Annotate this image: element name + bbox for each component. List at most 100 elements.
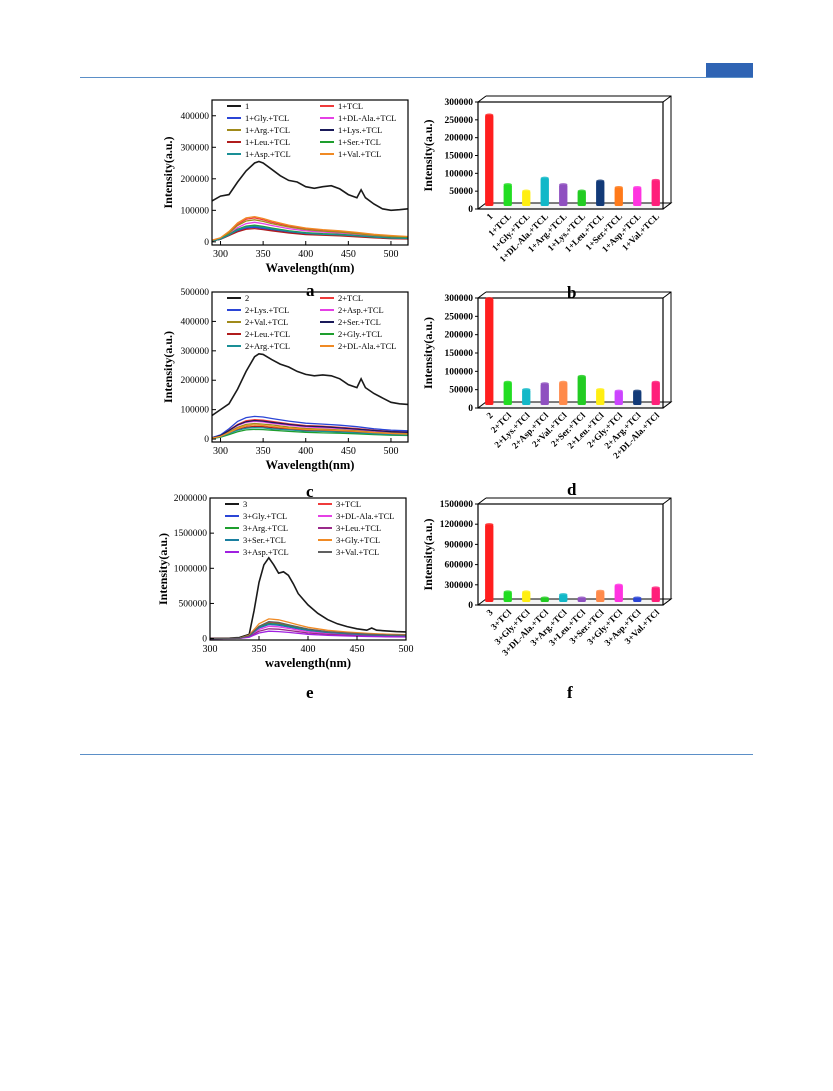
x-tick-label-3: 450: [341, 446, 356, 457]
bar-top-6: [596, 589, 605, 593]
y-tick-label-4: 200000: [445, 134, 474, 144]
bar-3: [540, 178, 549, 206]
y-tick-label-2: 200000: [181, 175, 210, 185]
bar-3: [540, 383, 549, 405]
category-label-0: 1: [484, 211, 495, 222]
y-tick-label-0: 0: [468, 404, 473, 414]
y-tick-label-5: 500000: [181, 288, 210, 298]
x-tick-label-0: 300: [213, 249, 228, 260]
series-line-8: [209, 630, 407, 640]
chart-a: 300 350 400 450 500 0 100000 200000 300000 400000…: [161, 99, 409, 275]
x-axis-label: Wavelength(nm): [266, 261, 355, 275]
bar-top-8: [633, 596, 642, 600]
legend-label-6: 3+Ser.+TCL: [243, 535, 286, 545]
bar-top-2: [522, 189, 531, 193]
bar-1: [503, 184, 512, 206]
plot-frame: [211, 291, 409, 443]
series-line-5: [211, 419, 409, 439]
bar-top-5: [577, 596, 586, 600]
y-tick-label-2: 1000000: [174, 564, 208, 574]
bar-2: [522, 591, 531, 602]
bar-top-7: [614, 389, 623, 393]
chart-c: 300 350 400 450 500 0 100000 200000 300000 400000…: [161, 288, 409, 472]
chart-f: 33+TCl3+Gly.+TCl3+DL-Ala.+TCl3+Arg.+TCl3…: [421, 497, 673, 658]
y-tick-label-6: 300000: [445, 294, 474, 304]
bar-top-5: [577, 374, 586, 378]
bar-top-8: [633, 389, 642, 393]
y-tick-label-2: 600000: [445, 561, 474, 571]
bar-9: [651, 382, 660, 405]
bar-top-3: [540, 176, 549, 180]
bar-top-2: [522, 590, 531, 594]
legend-label-9: 2+DL-Ala.+TCL: [338, 341, 396, 351]
y-tick-label-6: 300000: [445, 98, 474, 108]
legend-label-2: 1+Gly.+TCL: [245, 113, 289, 123]
plot-frame: [211, 99, 409, 246]
frame-edge-top: [477, 291, 487, 299]
legend-label-3: 3+DL-Ala.+TCL: [336, 511, 394, 521]
series-line-0: [211, 352, 409, 417]
bar-7: [614, 187, 623, 206]
y-tick-label-1: 500000: [179, 599, 208, 609]
legend-label-7: 3+Gly.+TCL: [336, 535, 380, 545]
legend-label-7: 1+Ser.+TCL: [338, 137, 381, 147]
bar-6: [596, 389, 605, 405]
category-label-0: 3: [484, 607, 495, 618]
y-axis-label: Intensity(a.u.): [161, 331, 175, 403]
frame-edge-right: [662, 497, 672, 505]
legend-label-1: 3+TCL: [336, 499, 361, 509]
legend-label-0: 3: [243, 499, 247, 509]
frame-back: [486, 95, 672, 203]
legend-label-5: 2+Ser.+TCL: [338, 317, 381, 327]
bar-5: [577, 376, 586, 405]
series-line-8: [211, 225, 409, 242]
bar-top-8: [633, 185, 642, 189]
bar-top-9: [651, 586, 660, 590]
legend-label-3: 2+Asp.+TCL: [338, 305, 384, 315]
x-tick-label-4: 500: [399, 644, 414, 655]
chart-e: 300 350 400 450 500 0 500000 1000000 1500000 2000…: [156, 494, 414, 670]
bar-top-1: [503, 183, 512, 187]
legend-label-4: 3+Arg.+TCL: [243, 523, 288, 533]
frame-edge-right: [662, 95, 672, 103]
legend-label-7: 2+Gly.+TCL: [338, 329, 382, 339]
y-tick-label-3: 300000: [181, 347, 210, 357]
y-tick-label-0: 0: [204, 238, 209, 248]
x-tick-label-3: 450: [341, 249, 356, 260]
panel-label-e: e: [306, 683, 314, 702]
bar-top-3: [540, 382, 549, 386]
y-tick-label-3: 900000: [445, 540, 474, 550]
header-rule: [80, 77, 753, 78]
panel-label-f: f: [567, 683, 573, 702]
frame-edge-right: [662, 291, 672, 299]
bar-7: [614, 391, 623, 405]
x-tick-label-2: 400: [298, 249, 313, 260]
legend-label-4: 2+Val.+TCL: [245, 317, 288, 327]
bar-top-0: [485, 523, 494, 527]
bar-6: [596, 591, 605, 602]
x-tick-label-2: 400: [301, 644, 316, 655]
legend-label-1: 2+TCL: [338, 293, 363, 303]
legend-label-6: 2+Leu.+TCL: [245, 329, 290, 339]
x-tick-label-2: 400: [298, 446, 313, 457]
bar-0: [485, 298, 494, 405]
frame-edge-top: [477, 497, 487, 505]
y-tick-label-1: 100000: [181, 206, 210, 216]
y-tick-label-3: 300000: [181, 143, 210, 153]
y-tick-label-4: 400000: [181, 112, 210, 122]
y-tick-label-2: 100000: [445, 367, 474, 377]
y-tick-label-3: 150000: [445, 349, 474, 359]
x-tick-label-1: 350: [256, 249, 271, 260]
chart-b: 11+TCL1+Gly.+TCL1+DL-Ala.+TCL1+Arg.+TCL1…: [421, 95, 673, 264]
bar-0: [485, 524, 494, 602]
y-tick-label-0: 0: [204, 435, 209, 445]
series-line-2: [211, 415, 409, 439]
bar-5: [577, 191, 586, 206]
panel-label-d: d: [567, 480, 577, 499]
frame-back: [486, 291, 672, 402]
x-axis-label: wavelength(nm): [265, 656, 351, 670]
legend-label-0: 1: [245, 101, 249, 111]
y-tick-label-1: 100000: [181, 406, 210, 416]
y-tick-label-4: 1200000: [440, 520, 474, 530]
series-line-0: [209, 556, 407, 639]
